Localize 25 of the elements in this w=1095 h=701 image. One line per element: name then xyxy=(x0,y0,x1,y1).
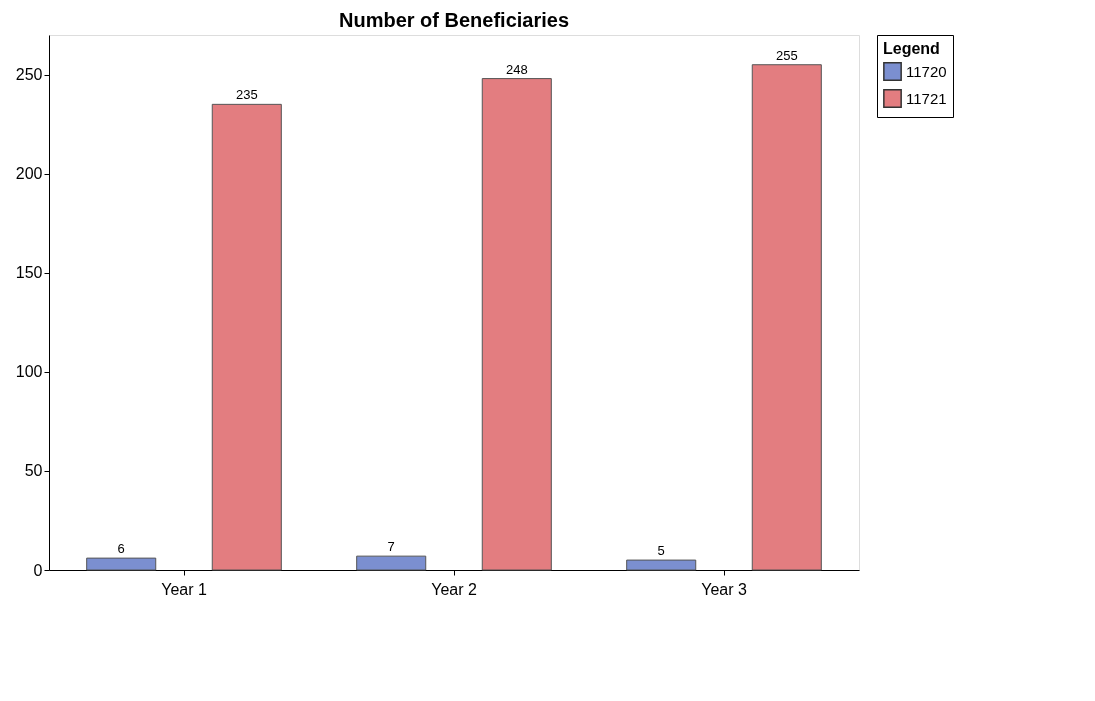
bar xyxy=(356,555,427,571)
legend-label: 11720 xyxy=(906,62,947,80)
bar xyxy=(481,78,552,571)
data-label: 248 xyxy=(505,61,528,77)
data-label: 6 xyxy=(117,541,125,557)
data-label: 5 xyxy=(657,543,665,559)
bar xyxy=(751,64,822,571)
y-tick-label: 150 xyxy=(15,264,43,282)
legend-label: 11721 xyxy=(906,89,947,107)
data-label: 235 xyxy=(235,87,258,103)
chart-title: Number of Beneficiaries xyxy=(338,8,570,31)
bar xyxy=(86,557,157,571)
y-tick-label: 0 xyxy=(33,561,43,579)
bar xyxy=(626,559,697,571)
bar xyxy=(211,103,282,571)
data-label: 7 xyxy=(387,539,395,555)
y-tick-label: 100 xyxy=(15,363,43,381)
y-tick-label: 250 xyxy=(15,66,43,84)
y-tick-label: 50 xyxy=(24,462,43,480)
x-tick-label: Year 2 xyxy=(431,580,477,598)
data-label: 255 xyxy=(775,47,798,63)
x-tick-label: Year 3 xyxy=(701,580,747,598)
legend-title: Legend xyxy=(883,40,940,57)
x-tick-label: Year 1 xyxy=(161,580,207,598)
y-tick-label: 200 xyxy=(15,165,43,183)
